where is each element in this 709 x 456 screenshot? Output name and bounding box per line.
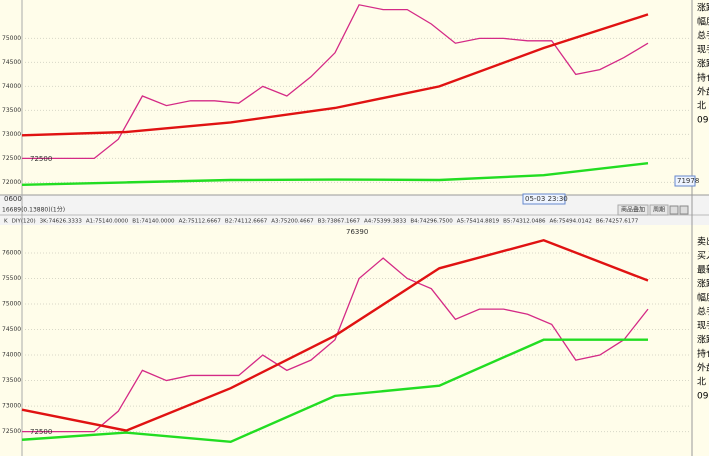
side-label: 09	[697, 392, 709, 402]
side-label: 幅度	[697, 292, 709, 304]
button[interactable]	[617, 204, 649, 216]
price-label: 71978	[677, 177, 699, 185]
time-label: 0600	[4, 195, 22, 203]
side-label: 北	[697, 377, 706, 388]
series-line	[22, 257, 649, 433]
series-line	[21, 162, 649, 186]
indicator-value: A2:75112.6667	[179, 219, 222, 225]
side-label: 北	[697, 101, 706, 112]
series-line	[21, 338, 648, 444]
side-label: 涨跌	[697, 279, 709, 290]
y-tick-label: 75000	[2, 301, 21, 308]
price-label: 76390	[346, 228, 368, 236]
icon-button[interactable]	[669, 205, 679, 215]
indicator-value: A5:75414.8819	[457, 219, 500, 225]
y-tick-label: 75000	[2, 35, 21, 42]
side-label: 总手	[697, 306, 709, 318]
series-line	[21, 13, 649, 137]
side-label: 持仓	[697, 72, 709, 84]
side-label: 最新	[697, 264, 709, 276]
y-tick-label: 76000	[2, 249, 21, 256]
side-label: 现手	[697, 44, 709, 56]
series-line	[22, 4, 649, 160]
y-tick-label: 73500	[2, 377, 21, 384]
button-label[interactable]: 商品叠加	[621, 206, 645, 214]
indicator-value: B3:73867.1667	[318, 219, 361, 225]
y-tick-label: 74500	[2, 59, 21, 66]
indicator-value: DIY(120)	[12, 219, 36, 225]
side-label: 持仓	[697, 348, 709, 360]
y-tick-label: 74000	[2, 352, 21, 359]
y-tick-label: 72500	[2, 428, 21, 435]
price-label: 72500	[30, 428, 52, 436]
y-tick-label: 72500	[2, 155, 21, 162]
separator-bar	[0, 195, 709, 225]
side-panel: 卖出买入最新涨跌幅度总手现手涨跌持仓外盘北09	[697, 236, 709, 402]
indicator-value: B4:74296.7500	[410, 219, 453, 225]
y-tick-label: 74500	[2, 326, 21, 333]
icon-button[interactable]	[679, 205, 689, 215]
price-label: 05-03 23:30	[525, 195, 568, 203]
side-label: 涨跌	[697, 59, 709, 70]
button-label[interactable]: 周期	[653, 206, 665, 214]
indicator-value: B5:74312.0486	[503, 219, 546, 225]
y-tick-label: 72000	[2, 179, 21, 186]
price-label: 72500	[30, 155, 52, 163]
side-label: 外盘	[697, 362, 709, 374]
side-label: 买入	[697, 251, 709, 262]
y-tick-label: 73500	[2, 107, 21, 114]
indicator-value: 3K:74626.3333	[40, 219, 83, 225]
side-label: 09	[697, 116, 709, 126]
toolbar-info: 16689(0.13880)(1分)	[2, 206, 65, 214]
y-tick-label: 73000	[2, 131, 21, 138]
side-label: 总手	[697, 30, 709, 42]
side-label: 涨跌	[697, 3, 709, 14]
indicator-value: B2:74112.6667	[225, 219, 268, 225]
indicator-value: A3:75200.4667	[271, 219, 314, 225]
button[interactable]	[649, 204, 669, 216]
indicator-value: B1:74140.0000	[132, 219, 175, 225]
side-panel: 涨跌幅度总手现手涨跌持仓外盘北09	[697, 3, 709, 126]
side-label: 幅度	[697, 16, 709, 28]
y-tick-label: 75500	[2, 275, 21, 282]
side-label: 外盘	[697, 86, 709, 98]
indicator-value: A4:75399.3833	[364, 219, 407, 225]
indicator-value: A1:75140.0000	[86, 219, 129, 225]
label-box	[674, 175, 696, 187]
y-tick-label: 74000	[2, 83, 21, 90]
label-box	[522, 193, 566, 205]
indicator-value: K	[4, 219, 8, 225]
side-label: 卖出	[697, 236, 709, 248]
indicator-value: B6:74257.6177	[596, 219, 639, 225]
series-line	[21, 238, 649, 432]
side-label: 涨跌	[697, 335, 709, 346]
side-label: 现手	[697, 320, 709, 332]
indicator-value: A6:75494.0142	[550, 219, 592, 225]
y-tick-label: 73000	[2, 403, 21, 410]
